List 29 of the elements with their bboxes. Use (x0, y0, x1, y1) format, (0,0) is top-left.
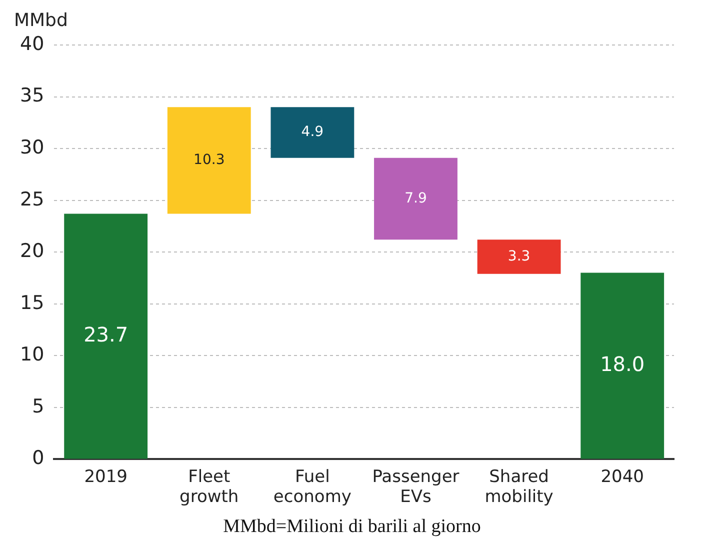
text: MMbd=Milioni di barili al giorno (222, 516, 482, 538)
y-tick-label: 25 (20, 188, 44, 210)
data-label: 3.3 (508, 248, 530, 264)
y-tick-label: 35 (20, 84, 44, 107)
bar (477, 240, 561, 274)
y-axis-title: MMbd (14, 10, 68, 31)
data-label: 18.0 (600, 352, 645, 376)
x-tick-label: Passenger EVs (372, 466, 460, 508)
x-tick-label: Shared mobility (484, 466, 554, 508)
y-tick-label: 20 (20, 240, 44, 262)
bar (580, 272, 664, 459)
bar (167, 107, 251, 214)
y-tick-label: 30 (20, 136, 44, 158)
y-tick-label: 15 (20, 292, 44, 314)
bar (64, 214, 148, 459)
x-tick-label: 2040 (600, 466, 644, 487)
y-tick-label: 40 (20, 32, 44, 55)
bar (270, 107, 354, 158)
data-label: 10.3 (194, 152, 225, 168)
y-tick-label: 5 (32, 395, 44, 418)
y-tick-label: 0 (32, 447, 44, 470)
x-tick-label: Fleet growth (180, 466, 239, 508)
data-label: 4.9 (301, 124, 324, 140)
data-label: 7.9 (404, 190, 427, 206)
data-label: 23.7 (84, 322, 128, 346)
x-tick-label: 2019 (84, 466, 128, 487)
bar (374, 158, 458, 240)
y-tick-label: 10 (20, 344, 44, 366)
x-tick-label: Fuel economy (273, 466, 352, 508)
